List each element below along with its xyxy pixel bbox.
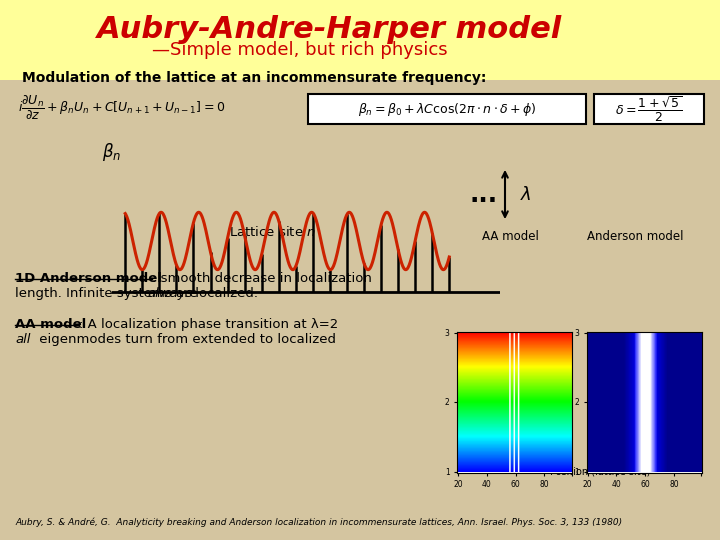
Text: AA model: AA model	[15, 318, 86, 331]
Text: : A localization phase transition at λ=2: : A localization phase transition at λ=2	[79, 318, 338, 331]
Text: all: all	[15, 333, 30, 346]
Text: always: always	[147, 287, 192, 300]
Text: Anderson model: Anderson model	[587, 231, 683, 244]
Text: $\delta=\dfrac{1+\sqrt{5}}{2}$: $\delta=\dfrac{1+\sqrt{5}}{2}$	[616, 94, 683, 124]
Text: Aubry-Andre-Harper model: Aubry-Andre-Harper model	[97, 16, 562, 44]
Text: length. Infinite systems are: length. Infinite systems are	[15, 287, 202, 300]
Text: localized.: localized.	[191, 287, 258, 300]
Text: Aubry, S. & André, G.  Analyticity breaking and Anderson localization in incomme: Aubry, S. & André, G. Analyticity breaki…	[15, 517, 622, 526]
Bar	[594, 94, 704, 124]
Text: —Simple model, but rich physics: —Simple model, but rich physics	[152, 41, 448, 59]
Text: AA model: AA model	[482, 231, 539, 244]
Text: $\beta_n$: $\beta_n$	[102, 141, 122, 163]
Bar	[0, 0, 720, 80]
Text: $i\dfrac{\partial U_n}{\partial z}+\beta_n U_n + C[U_{n+1}+U_{n-1}]=0$: $i\dfrac{\partial U_n}{\partial z}+\beta…	[18, 94, 225, 122]
Text: $\lambda$: $\lambda$	[520, 186, 531, 204]
Text: $\beta_n = \beta_0 + \lambda C\cos(2\pi\cdot n\cdot\delta+\phi)$: $\beta_n = \beta_0 + \lambda C\cos(2\pi\…	[358, 100, 536, 118]
Text: Lattice site $n$: Lattice site $n$	[228, 225, 315, 239]
Text: : smooth decrease in localization: : smooth decrease in localization	[152, 272, 372, 285]
Bar	[0, 80, 720, 540]
Text: Modulation of the lattice at an incommensurate frequency:: Modulation of the lattice at an incommen…	[22, 71, 487, 85]
Text: eigenmodes turn from extended to localized: eigenmodes turn from extended to localiz…	[35, 333, 336, 346]
Bar	[308, 94, 586, 124]
Text: 1D Anderson model: 1D Anderson model	[15, 272, 162, 285]
Text: ...: ...	[470, 183, 498, 207]
Text: Position (lattice site): Position (lattice site)	[550, 467, 650, 477]
